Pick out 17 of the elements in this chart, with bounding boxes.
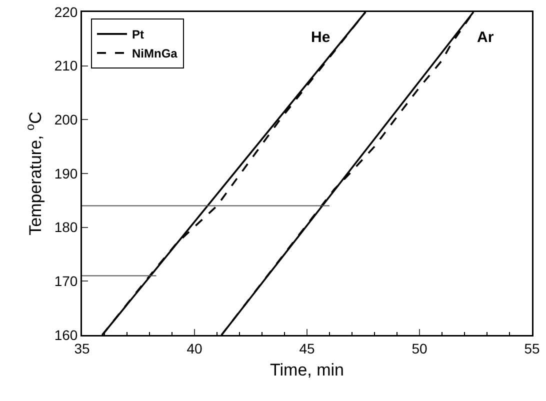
y-tick-label: 220 [54,4,78,20]
legend-label: Pt [132,28,144,42]
annotation: He [311,29,330,46]
y-tick-label: 210 [54,58,78,74]
legend-label: NiMnGa [132,46,178,61]
y-tick-label: 180 [54,219,78,236]
x-tick-label: 55 [524,340,540,356]
x-tick-label: 40 [186,340,202,356]
x-tick-label: 35 [74,340,90,356]
x-tick-label: 50 [412,340,428,356]
y-tick-label: 190 [54,165,78,182]
y-tick-label: 170 [54,273,78,290]
y-tick-label: 200 [54,112,78,128]
y-tick-label: 160 [54,326,78,343]
annotation: Ar [477,29,494,46]
x-tick-label: 45 [299,340,315,356]
x-axis-title: Time, min [270,360,344,380]
